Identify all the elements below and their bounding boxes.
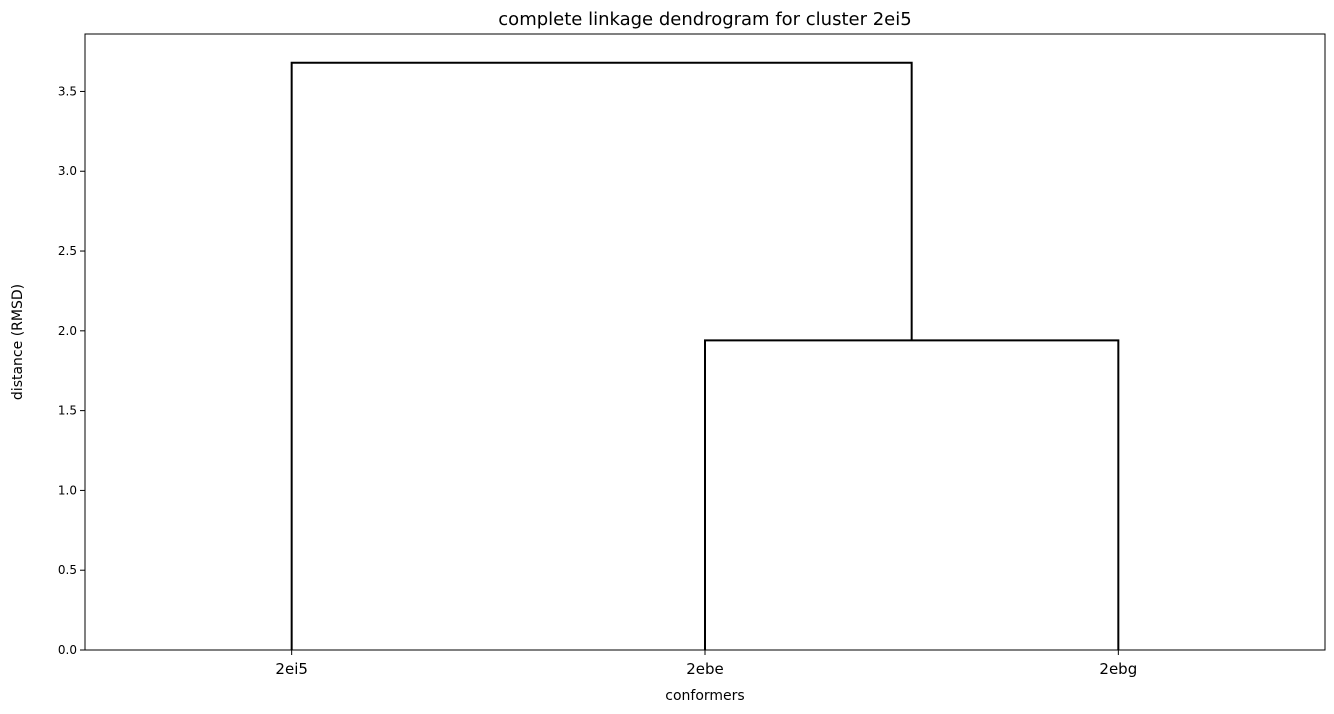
y-tick-label: 3.5 [58,84,77,98]
x-axis: 2ei5 2ebe 2ebg [275,650,1137,678]
y-tick-label: 1.5 [58,404,77,418]
leaf-label-2ei5: 2ei5 [275,660,307,678]
dendrogram-links [290,61,1120,650]
dendrogram-link-2 [290,61,913,650]
leaf-label-2ebe: 2ebe [686,660,724,678]
y-axis: 0.0 0.5 1.0 1.5 2.0 2.5 3.0 3.5 [58,84,85,657]
chart-title: complete linkage dendrogram for cluster … [498,9,911,30]
y-tick-label: 0.5 [58,563,77,577]
dendrogram-link-1 [704,339,1120,650]
y-tick-label: 2.5 [58,244,77,258]
x-axis-label: conformers [665,688,744,704]
y-tick-label: 1.0 [58,483,77,497]
leaf-label-2ebg: 2ebg [1099,660,1137,678]
y-tick-label: 2.0 [58,324,77,338]
y-tick-label: 3.0 [58,164,77,178]
y-tick-label: 0.0 [58,643,77,657]
y-axis-label: distance (RMSD) [10,284,26,400]
